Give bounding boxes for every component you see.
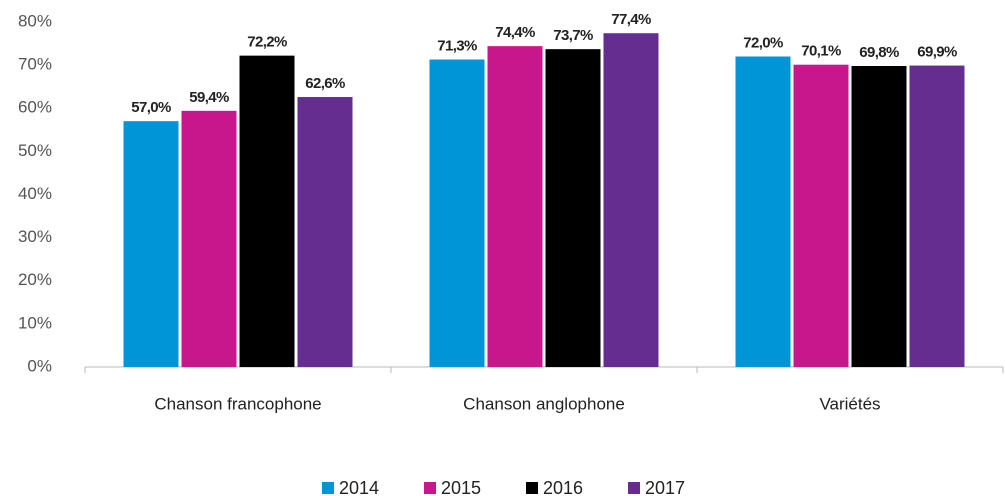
y-tick-label: 0% (27, 356, 52, 375)
bar (429, 59, 485, 368)
legend-label: 2014 (339, 478, 379, 496)
x-tick-label: Variétés (819, 394, 880, 413)
bar (123, 121, 179, 367)
value-label: 62,6% (305, 75, 345, 92)
y-tick-label: 70% (18, 55, 52, 74)
y-tick-label: 40% (18, 184, 52, 203)
value-label: 70,1% (801, 43, 841, 60)
x-tick-label: Chanson anglophone (463, 394, 625, 413)
value-label: 71,3% (437, 37, 477, 54)
value-label: 73,7% (553, 27, 593, 44)
bar (603, 33, 659, 368)
legend-label: 2016 (543, 478, 583, 496)
y-tick-label: 80% (18, 11, 52, 30)
value-label: 69,8% (859, 44, 899, 61)
bar (487, 46, 543, 368)
bar (239, 55, 295, 367)
bar (793, 64, 849, 367)
legend-swatch (526, 482, 538, 494)
value-label: 77,4% (611, 11, 651, 28)
value-label: 74,4% (495, 24, 535, 41)
legend-swatch (424, 482, 436, 494)
x-tick-label: Chanson francophone (154, 394, 321, 413)
y-tick-label: 60% (18, 98, 52, 117)
y-tick-label: 20% (18, 270, 52, 289)
y-tick-label: 30% (18, 227, 52, 246)
value-label: 69,9% (917, 44, 957, 61)
legend-label: 2017 (645, 478, 685, 496)
legend-swatch (322, 482, 334, 494)
bar (181, 110, 237, 368)
legend-swatch (628, 482, 640, 494)
bar (297, 97, 353, 367)
value-label: 72,2% (247, 34, 287, 51)
value-label: 59,4% (189, 89, 229, 106)
value-label: 72,0% (743, 34, 783, 51)
bar (909, 65, 965, 368)
legend-label: 2015 (441, 478, 481, 496)
bar (735, 56, 791, 367)
y-tick-label: 50% (18, 141, 52, 160)
y-tick-label: 10% (18, 313, 52, 332)
bar (545, 49, 601, 367)
value-label: 57,0% (131, 99, 171, 116)
bar (851, 65, 907, 368)
